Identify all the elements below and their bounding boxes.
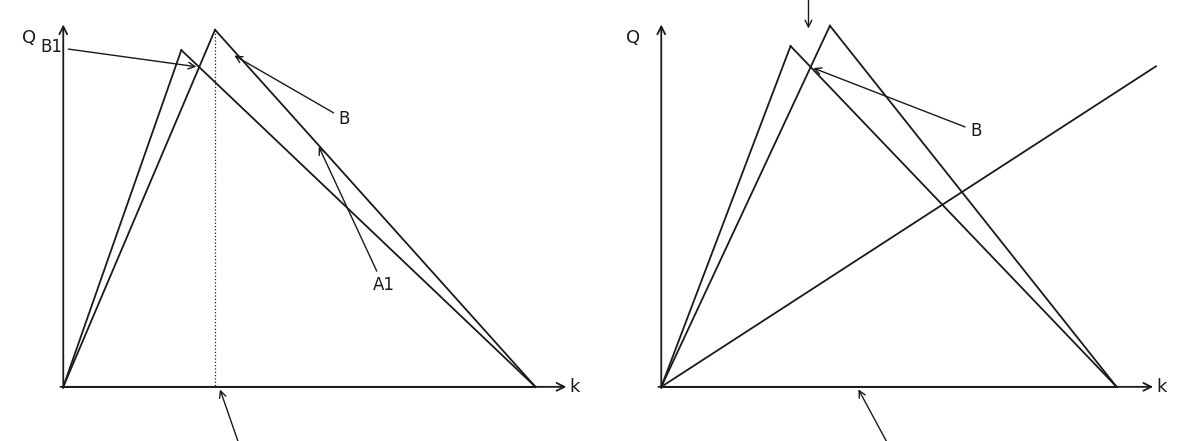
Text: B1: B1 [41,38,195,69]
Text: B: B [236,56,350,128]
Text: C: C [831,0,842,4]
Text: B: B [814,68,982,140]
Text: Q: Q [23,29,37,47]
Text: k: k [1157,378,1167,396]
Text: k: k [569,378,580,396]
Text: A: A [859,391,902,441]
Text: A: A [220,391,252,441]
Text: A1: A1 [319,148,395,295]
Text: Q: Q [626,29,640,47]
